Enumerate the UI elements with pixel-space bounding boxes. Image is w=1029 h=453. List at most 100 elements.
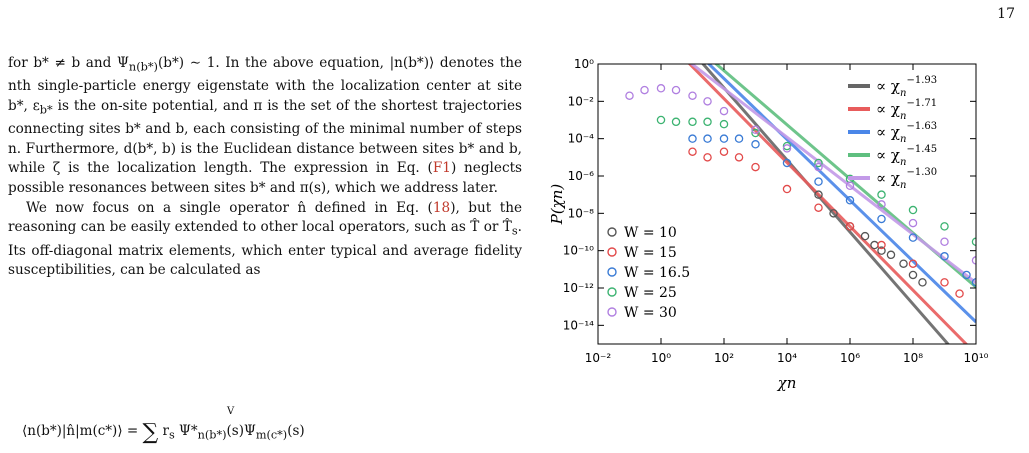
data-point-0-3 [860, 231, 870, 241]
eq-part: Ψ* [174, 423, 198, 439]
data-point-1-11 [955, 289, 964, 298]
equation-link[interactable]: F1 [432, 160, 451, 177]
data-point-4-12 [908, 218, 918, 228]
y-tick-label: 10⁻¹⁴ [563, 318, 594, 332]
legend-fit-label: ∝ χn−1.71 [876, 98, 937, 122]
data-point-2-5 [782, 158, 792, 168]
data-point-4-5 [703, 97, 712, 106]
data-point-4-4 [688, 91, 697, 100]
data-point-3-2 [688, 117, 697, 127]
fit-line-0 [701, 64, 950, 344]
data-point-0-6 [886, 250, 896, 260]
data-point-2-7 [845, 196, 855, 205]
subscript: n(b*) [128, 59, 158, 74]
data-point-0-7 [899, 259, 908, 268]
data-point-3-10 [908, 205, 918, 215]
sum-limit: V [227, 406, 235, 417]
paragraph-1: for b* ≠ b and Ψn(b*)(b*) ∼ 1. In the ab… [8, 54, 522, 199]
data-point-2-4 [751, 140, 760, 149]
data-point-0-0 [814, 190, 823, 199]
data-point-4-6 [719, 106, 729, 116]
x-tick-label: 10⁸ [903, 351, 923, 365]
text: ), but the reasoning can be easily exten… [8, 199, 522, 236]
eq-sub: s [168, 428, 175, 442]
body-text: for b* ≠ b and Ψn(b*)(b*) ∼ 1. In the ab… [8, 54, 522, 281]
eq-part: r [158, 423, 169, 439]
text: We now focus on a single operator n̂ def… [26, 199, 433, 216]
text: for b* ≠ b and Ψ [8, 55, 129, 71]
equation: ⟨n(b*)|n̂|m(c*)⟩ = ∑ V rs Ψ*n(b*)(s)Ψm(c*… [22, 406, 305, 445]
data-point-4-13 [940, 237, 949, 247]
data-point-4-0 [625, 91, 634, 100]
data-point-1-1 [703, 153, 712, 162]
legend-point-label: W = 16.5 [624, 265, 690, 281]
legend-fit-label: ∝ χn−1.93 [876, 75, 937, 99]
x-tick-label: 10⁰ [651, 351, 671, 365]
legend-point-label: W = 15 [624, 245, 677, 261]
data-point-1-8 [877, 240, 886, 250]
subscript: b* [39, 102, 53, 117]
x-tick-label: 10¹⁰ [964, 351, 989, 365]
data-point-4-3 [671, 85, 681, 95]
legend-point-label: W = 10 [624, 225, 677, 241]
legend-point-swatch [607, 247, 617, 257]
scatter-chart: 10⁻² 10⁰ 10² 10⁴ 10⁶ 10⁸ 10¹⁰ 10⁰ 10⁻² 10⁻⁴ 10⁻⁶ 10… [548, 57, 989, 392]
data-point-3-5 [751, 128, 760, 138]
x-tick-label: 10² [714, 351, 734, 365]
data-point-1-4 [751, 162, 760, 172]
eq-lhs: ⟨n(b*)|n̂|m(c*)⟩ = [22, 423, 143, 439]
text: (b*) ∼ 1. In the above equation, |n(b*)⟩… [8, 55, 522, 114]
data-point-4-10 [845, 181, 855, 191]
data-point-1-5 [782, 184, 792, 194]
legend-fit-label: ∝ χn−1.63 [876, 121, 937, 145]
legend-point-swatch [607, 287, 617, 297]
text: . Its off-diagonal matrix elements, whic… [8, 219, 522, 279]
data-point-0-8 [908, 270, 918, 280]
page-number: 17 [997, 6, 1015, 22]
data-point-2-9 [908, 233, 918, 242]
fit-line-1 [687, 64, 969, 344]
data-point-3-9 [877, 190, 886, 199]
data-point-4-11 [877, 200, 886, 209]
y-tick-label: 10⁰ [574, 57, 594, 71]
data-point-1-10 [940, 278, 949, 287]
data-point-4-9 [814, 162, 823, 172]
y-tick-label: 10⁻⁸ [568, 206, 595, 220]
equation-link[interactable]: 18 [432, 199, 451, 216]
legend-point-swatch [607, 307, 617, 317]
text: is the on-site potential, and π is the s… [8, 97, 523, 177]
data-point-1-6 [814, 203, 823, 212]
paragraph-2: We now focus on a single operator n̂ def… [8, 199, 522, 281]
data-point-1-9 [908, 259, 918, 268]
legend-point-swatch [607, 227, 617, 237]
legend-point-label: W = 25 [624, 285, 677, 301]
sum-symbol: ∑ [142, 420, 159, 445]
data-point-3-3 [703, 117, 712, 127]
x-tick-label: 10⁻² [585, 351, 612, 365]
data-point-3-1 [671, 117, 681, 127]
data-point-1-2 [719, 147, 729, 156]
legend-point-label: W = 30 [624, 305, 677, 321]
data-point-2-6 [814, 177, 823, 186]
data-point-4-2 [656, 84, 666, 93]
eq-part: (s)Ψ [226, 423, 256, 439]
legend-fit-label: ∝ χn−1.30 [876, 167, 937, 191]
data-point-0-5 [877, 246, 886, 255]
data-point-4-1 [640, 85, 649, 95]
eq-sub: n(b*) [197, 428, 227, 442]
data-point-4-8 [782, 144, 792, 153]
text: ) neglects possible resonances between s… [8, 160, 523, 196]
data-point-3-6 [782, 141, 792, 151]
legend-point-swatch [607, 267, 617, 277]
data-point-2-11 [962, 270, 971, 280]
data-point-1-7 [845, 222, 855, 231]
data-point-2-2 [719, 134, 729, 143]
x-tick-label: 10⁴ [777, 351, 797, 365]
data-point-3-7 [814, 158, 823, 168]
y-tick-label: 10⁻¹² [563, 281, 594, 295]
eq-sub: m(c*) [255, 428, 288, 442]
data-point-2-8 [877, 214, 886, 224]
data-point-2-0 [688, 134, 697, 143]
y-tick-label: 10⁻¹⁰ [563, 244, 594, 258]
data-point-3-11 [940, 222, 949, 231]
